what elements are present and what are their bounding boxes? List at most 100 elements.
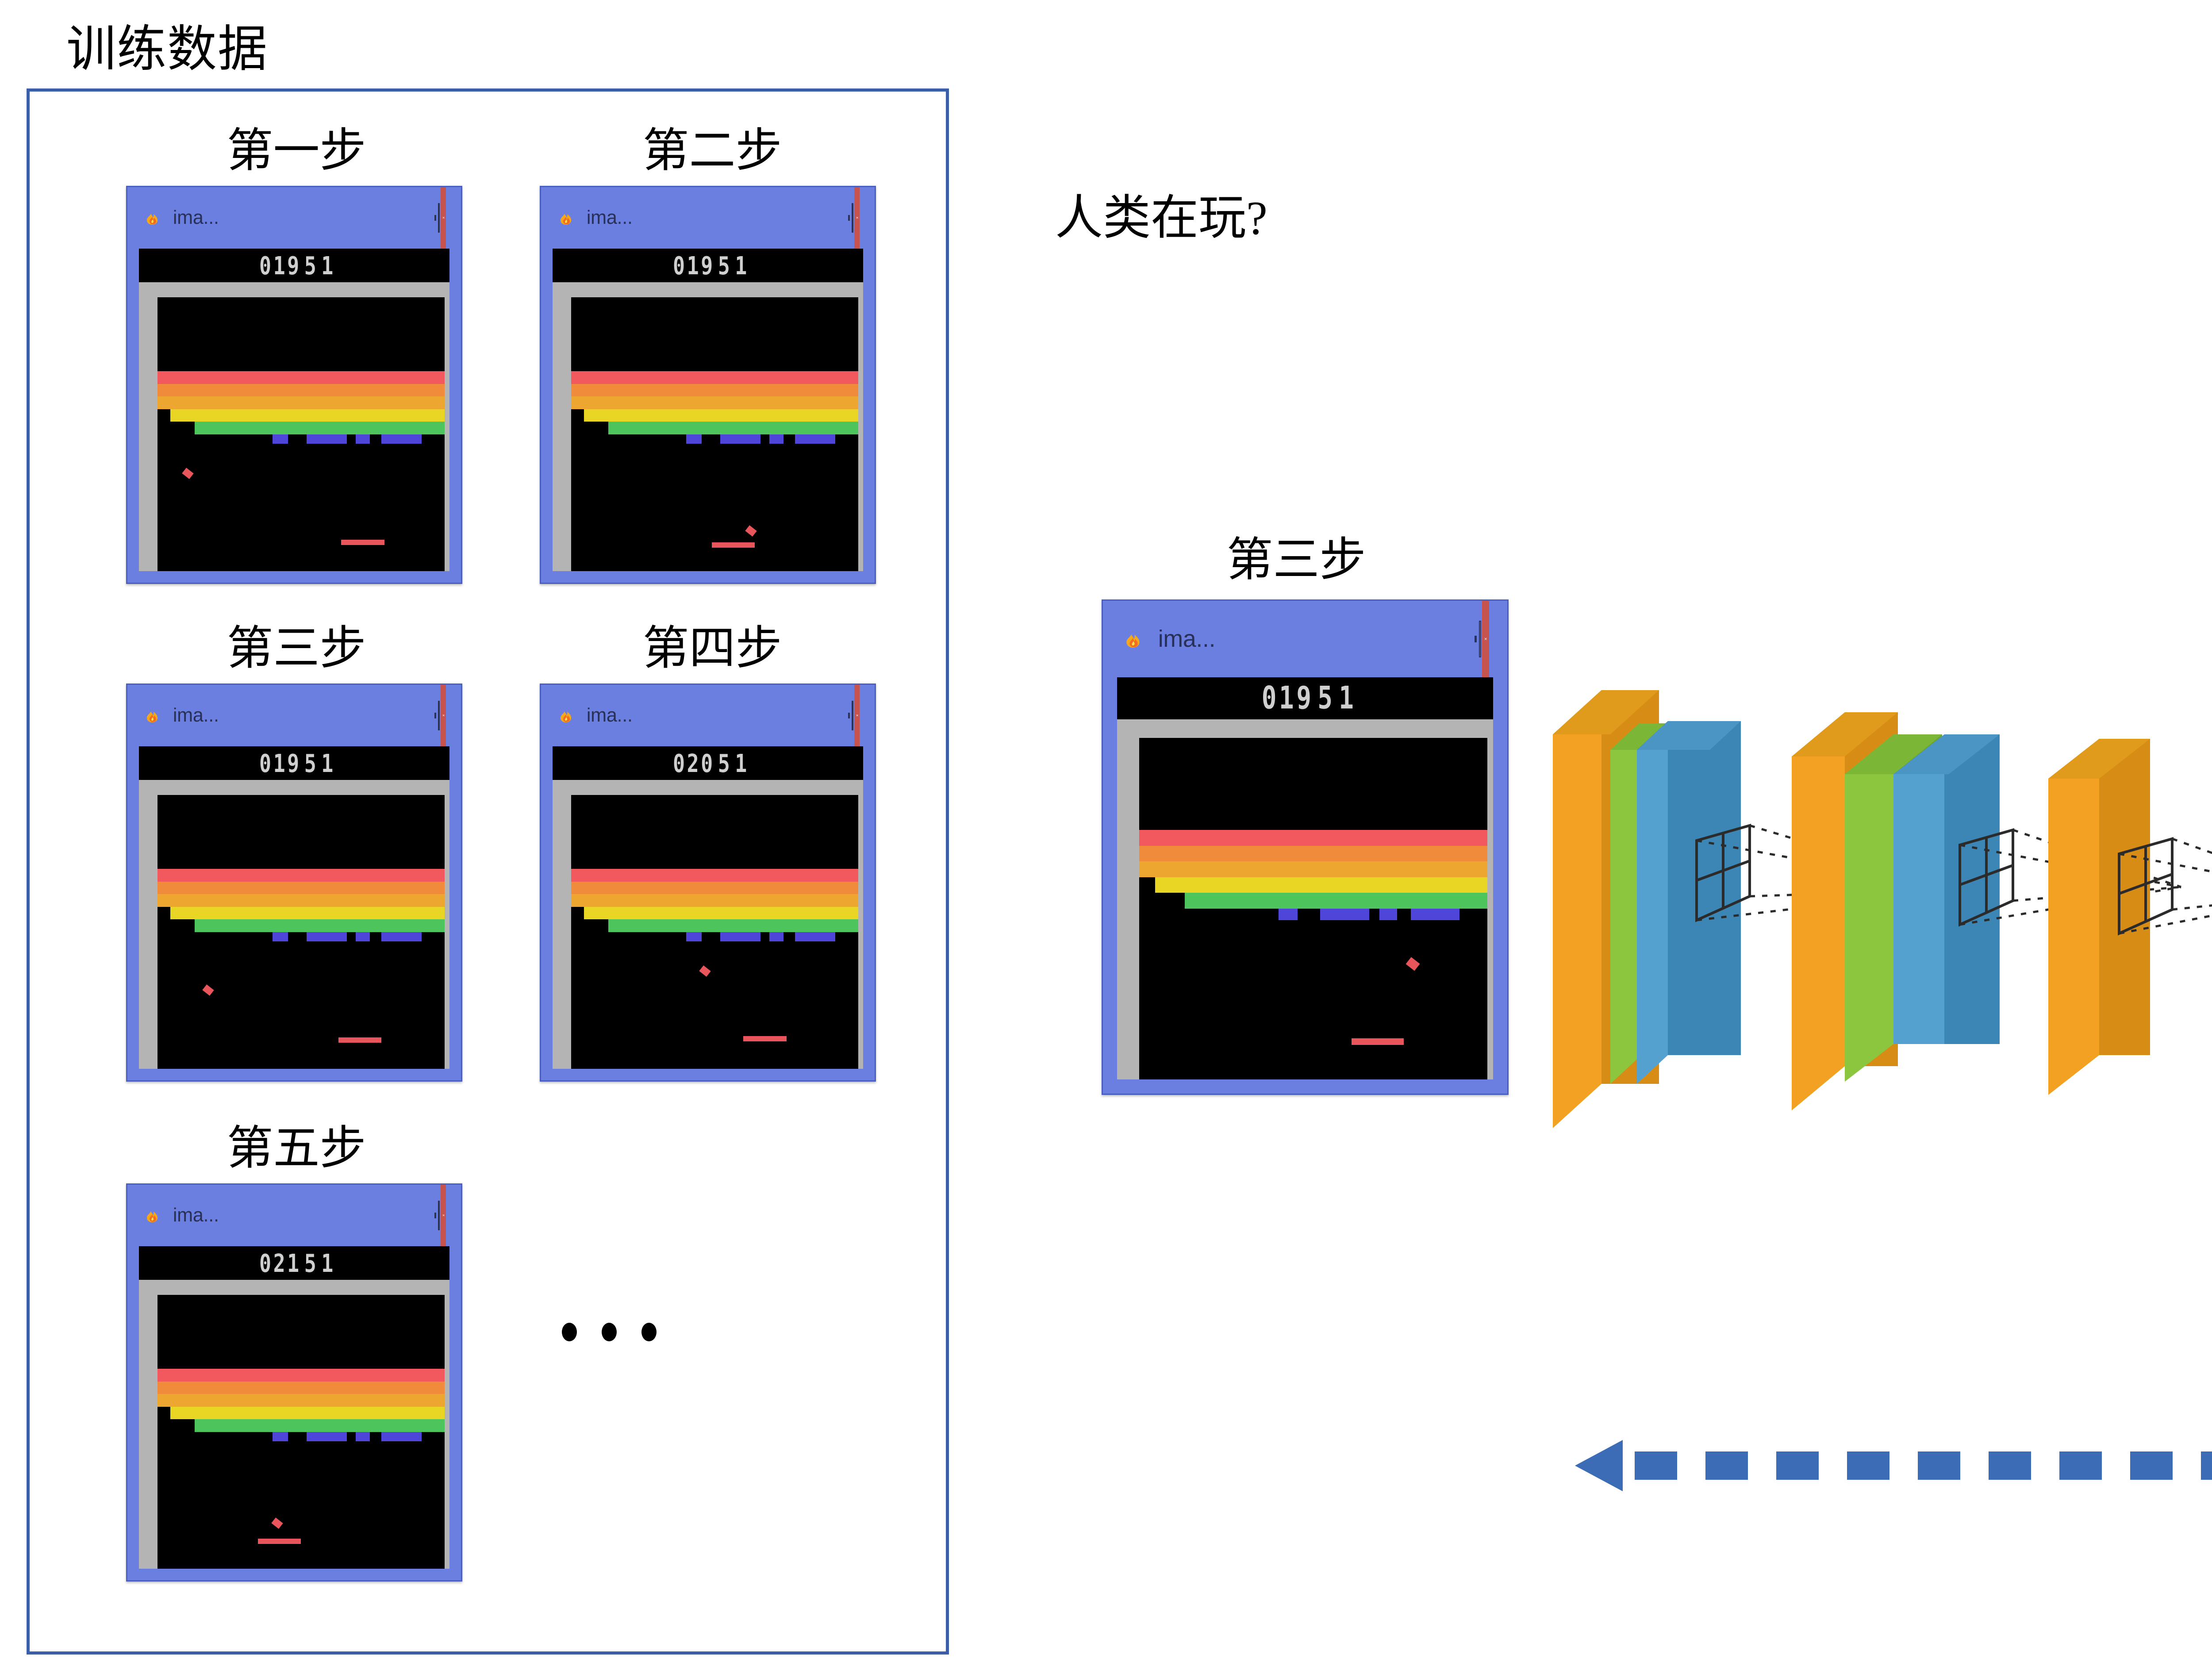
- window-controls: [434, 187, 461, 249]
- minimize-button[interactable]: [434, 187, 437, 249]
- minimize-button[interactable]: [434, 1185, 437, 1246]
- brick-blue: [272, 434, 288, 444]
- game-paddle: [743, 1036, 787, 1041]
- cnn-layer-conv3: [2048, 739, 2150, 1095]
- human-playing-label: 人类在玩?: [1055, 192, 1267, 245]
- score-value: 019: [259, 250, 301, 280]
- window-titlebar[interactable]: ima...: [127, 1185, 461, 1246]
- cnn-layer-pool1: [1637, 721, 1741, 1084]
- brick-blue: [307, 932, 347, 941]
- flame-icon-glyph: [146, 1211, 157, 1223]
- score-player: 1: [735, 250, 749, 280]
- maximize-button[interactable]: [437, 187, 441, 249]
- score-digits: 020 5 1: [673, 748, 747, 778]
- game-paddle: [1352, 1038, 1404, 1045]
- window-titlebar[interactable]: ima...: [541, 187, 875, 249]
- atari-window-step-4[interactable]: ima... 020 5 1: [540, 683, 876, 1082]
- minimize-button[interactable]: [847, 685, 851, 746]
- playfield-border: [139, 1280, 449, 1569]
- score-player: 1: [321, 748, 335, 778]
- maximize-button[interactable]: [1478, 601, 1482, 677]
- brick-blue: [307, 1432, 347, 1441]
- atari-window-step-1[interactable]: ima... 019 5 1: [126, 186, 462, 584]
- maximize-button[interactable]: [851, 187, 854, 249]
- window-title: ima...: [586, 704, 633, 726]
- close-icon: [856, 714, 858, 717]
- close-icon: [856, 217, 858, 219]
- window-titlebar[interactable]: ima...: [127, 685, 461, 746]
- close-button[interactable]: [854, 187, 860, 249]
- close-icon: [442, 1214, 445, 1217]
- ellipsis-dots: [562, 1323, 657, 1341]
- brick-row: [571, 869, 859, 882]
- atari-window-inference[interactable]: ima... 019 5 1: [1102, 599, 1509, 1095]
- game-playfield: [157, 795, 445, 1069]
- brick-blue: [381, 434, 422, 444]
- game-paddle: [711, 542, 755, 548]
- brick-blue: [1279, 908, 1298, 920]
- brick-blue: [686, 932, 702, 941]
- brick-blue: [720, 434, 761, 444]
- window-controls: [847, 187, 875, 249]
- flame-icon-glyph: [146, 214, 157, 225]
- maximize-button[interactable]: [851, 685, 854, 746]
- brick-blue: [686, 434, 702, 444]
- backprop-arrow: [1575, 1440, 2212, 1493]
- close-button[interactable]: [440, 685, 446, 746]
- brick-blue: [769, 434, 784, 444]
- flame-icon: [1123, 615, 1145, 663]
- close-button[interactable]: [854, 685, 860, 746]
- maximize-button[interactable]: [437, 1185, 441, 1246]
- brick-row: [195, 919, 445, 932]
- window-titlebar[interactable]: ima...: [1103, 601, 1507, 677]
- brick-row: [157, 396, 445, 409]
- step-caption-2: 第二步: [642, 125, 782, 177]
- playfield-border: [139, 282, 449, 572]
- game-ball: [202, 984, 214, 996]
- brick-blue: [1411, 908, 1460, 920]
- cnn-architecture-diagram: [1544, 544, 2212, 1128]
- window-titlebar[interactable]: ima...: [541, 685, 875, 746]
- score-value: 020: [673, 748, 715, 778]
- score-player: 1: [735, 748, 749, 778]
- brick-row: [170, 906, 445, 920]
- brick-blue: [720, 932, 761, 941]
- brick-row: [195, 422, 445, 434]
- flame-icon-glyph: [146, 711, 157, 723]
- brick-blue: [307, 434, 347, 444]
- atari-window-step-5[interactable]: ima... 021 5 1: [126, 1183, 462, 1582]
- maximize-button[interactable]: [437, 685, 441, 746]
- brick-row: [571, 396, 859, 409]
- cnn-layer-pool2: [1893, 734, 2000, 1044]
- brick-row: [571, 371, 859, 384]
- brick-row: [608, 919, 859, 932]
- score-digits: 019 5 1: [1262, 680, 1354, 716]
- brick-row: [584, 906, 859, 920]
- atari-window-step-3[interactable]: ima... 019 5 1: [126, 683, 462, 1082]
- minimize-button[interactable]: [434, 685, 437, 746]
- brick-row: [170, 409, 445, 422]
- flame-icon: [558, 199, 576, 237]
- atari-window-step-2[interactable]: ima... 019 5 1: [540, 186, 876, 584]
- minimize-button[interactable]: [847, 187, 851, 249]
- flame-icon: [144, 199, 162, 237]
- score-value: 021: [259, 1248, 301, 1278]
- window-title: ima...: [586, 207, 633, 228]
- window-controls: [434, 685, 461, 746]
- page-title: 训练数据: [66, 22, 268, 77]
- close-button[interactable]: [440, 1185, 446, 1246]
- window-controls: [847, 685, 875, 746]
- brick-row: [1139, 830, 1488, 846]
- flame-icon-glyph: [560, 214, 571, 225]
- brick-row: [170, 1406, 445, 1420]
- brick-row: [571, 384, 859, 397]
- game-paddle: [341, 539, 384, 545]
- close-button[interactable]: [440, 187, 446, 249]
- window-titlebar[interactable]: ima...: [127, 187, 461, 249]
- flame-icon: [558, 696, 576, 734]
- minimize-button[interactable]: [1473, 601, 1478, 677]
- close-button[interactable]: [1482, 601, 1489, 677]
- flame-icon-glyph: [560, 711, 571, 723]
- inference-step-caption: 第三步: [1226, 534, 1366, 586]
